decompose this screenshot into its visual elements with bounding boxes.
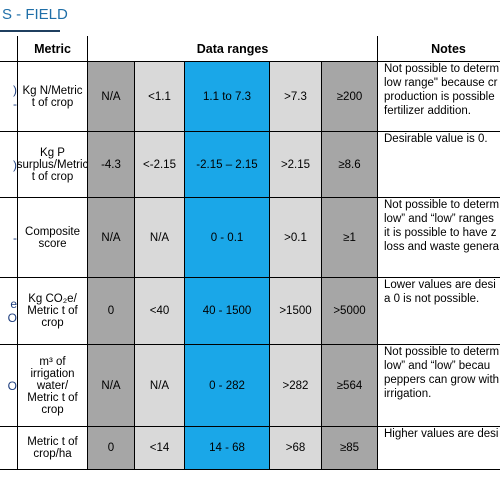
- metric-cell: Composite score: [18, 198, 88, 278]
- notes-line: it is possible to have z: [384, 227, 497, 239]
- page-title: S - FIELD: [2, 6, 68, 23]
- notes-line: irrigation.: [384, 388, 432, 400]
- range-cell: >7.3: [270, 62, 322, 132]
- range-cell: 0 - 282: [185, 345, 270, 427]
- header-cell: Metric: [18, 36, 88, 62]
- cropped-text: ): [13, 82, 17, 97]
- notes-line: loss and waste genera: [384, 241, 500, 253]
- range-cell: N/A: [135, 198, 185, 278]
- cropped-text: O: [7, 311, 17, 325]
- notes-line: fertilizer addition.: [384, 105, 471, 117]
- range-cell: >1500: [270, 278, 322, 345]
- range-cell: N/A: [135, 345, 185, 427]
- notes-line: low range" because cr: [384, 77, 498, 89]
- range-cell: 1.1 to 7.3: [185, 62, 270, 132]
- cropped-cell: ): [0, 132, 18, 198]
- range-cell: 0: [88, 278, 135, 345]
- range-cell: >68: [270, 427, 322, 470]
- cropped-cell: [0, 427, 18, 470]
- range-cell: N/A: [88, 198, 135, 278]
- range-cell: ≥564: [322, 345, 378, 427]
- metric-cell: Metric t of crop/ha: [18, 427, 88, 470]
- notes-line: Higher values are desi: [384, 428, 499, 440]
- cropped-text: O: [7, 378, 17, 393]
- range-cell: ≥1: [322, 198, 378, 278]
- range-cell: >5000: [322, 278, 378, 345]
- title-rule: [0, 30, 60, 32]
- range-cell: 0 - 0.1: [185, 198, 270, 278]
- notes-cell: Not possible to determ low” and “low” ran…: [378, 198, 500, 278]
- notes-cell: Higher values are desi: [378, 427, 500, 470]
- range-cell: ≥85: [322, 427, 378, 470]
- range-cell: >0.1: [270, 198, 322, 278]
- range-cell: ≥8.6: [322, 132, 378, 198]
- cropped-cell: -: [0, 198, 18, 278]
- notes-line: Lower values are desi: [384, 279, 496, 291]
- metric-cell: m³ of irrigation water/ Metric t of crop: [18, 345, 88, 427]
- notes-line: Not possible to determ: [384, 199, 500, 211]
- notes-line: low” and “low” becau: [384, 360, 491, 372]
- cropped-cell: ) -: [0, 62, 18, 132]
- notes-cell: Not possible to determ low” and “low” bec…: [378, 345, 500, 427]
- header-cell: [0, 36, 18, 62]
- range-cell: <1.1: [135, 62, 185, 132]
- metric-cell: Kg P surplus/Metric t of crop: [18, 132, 88, 198]
- range-cell: 40 - 1500: [185, 278, 270, 345]
- range-cell: N/A: [88, 345, 135, 427]
- cropped-text: -: [13, 230, 17, 245]
- header-cell: Notes: [378, 36, 500, 62]
- notes-line: peppers can grow with: [384, 374, 500, 386]
- range-cell: <-2.15: [135, 132, 185, 198]
- cropped-text: -: [13, 96, 17, 111]
- range-cell: <40: [135, 278, 185, 345]
- range-cell: >282: [270, 345, 322, 427]
- notes-line: Not possible to determ: [384, 63, 500, 75]
- range-cell: ≥200: [322, 62, 378, 132]
- cropped-cell: O: [0, 345, 18, 427]
- header-cell: Data ranges: [88, 36, 378, 62]
- cropped-text: ): [13, 157, 17, 172]
- notes-line: production is possible: [384, 91, 495, 103]
- range-cell: <14: [135, 427, 185, 470]
- notes-cell: Not possible to determ low range" because…: [378, 62, 500, 132]
- notes-line: Not possible to determ: [384, 346, 500, 358]
- notes-line: Desirable value is 0.: [384, 133, 488, 145]
- range-cell: 14 - 68: [185, 427, 270, 470]
- range-cell: >2.15: [270, 132, 322, 198]
- metric-cell: Kg CO₂e/ Metric t of crop: [18, 278, 88, 345]
- metric-cell: Kg N/Metric t of crop: [18, 62, 88, 132]
- notes-cell: Lower values are desi a 0 is not possible…: [378, 278, 500, 345]
- range-cell: N/A: [88, 62, 135, 132]
- range-cell: -2.15 – 2.15: [185, 132, 270, 198]
- range-cell: 0: [88, 427, 135, 470]
- range-cell: -4.3: [88, 132, 135, 198]
- notes-line: a 0 is not possible.: [384, 293, 480, 305]
- notes-line: low” and “low” ranges: [384, 213, 494, 225]
- cropped-text: e: [10, 297, 17, 311]
- notes-cell: Desirable value is 0.: [378, 132, 500, 198]
